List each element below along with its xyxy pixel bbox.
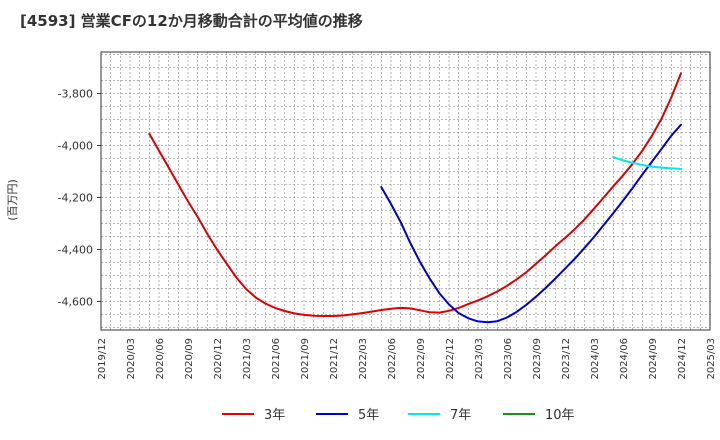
series-line-3年 bbox=[148, 72, 682, 317]
x-tick-label: 2020/09 bbox=[184, 338, 195, 380]
series-line-5年 bbox=[380, 123, 682, 324]
x-tick-label: 2023/06 bbox=[503, 338, 514, 380]
x-tick-label: 2020/06 bbox=[155, 338, 166, 380]
x-tick-label: 2023/09 bbox=[532, 338, 543, 380]
chart-title: [4593] 営業CFの12か月移動合計の平均値の推移 bbox=[20, 12, 363, 30]
legend-label: 7年 bbox=[450, 408, 471, 423]
x-tick-label: 2020/12 bbox=[213, 338, 224, 380]
x-tick-label: 2024/03 bbox=[590, 338, 601, 380]
x-tick-label: 2019/12 bbox=[97, 338, 108, 380]
series-layer bbox=[148, 72, 682, 324]
y-tick-label: -4,600 bbox=[58, 295, 93, 308]
legend: 3年 5年 7年 10年 bbox=[222, 408, 575, 423]
plot-frame bbox=[100, 51, 711, 331]
y-tick-label: -4,000 bbox=[58, 140, 93, 153]
y-tick-label: -3,800 bbox=[58, 88, 93, 101]
x-tick-label: 2021/06 bbox=[271, 338, 282, 380]
x-tick-label: 2022/09 bbox=[416, 338, 427, 380]
x-tick-label: 2021/12 bbox=[329, 338, 340, 380]
x-tick-label: 2021/03 bbox=[242, 338, 253, 380]
grid-layer bbox=[101, 52, 710, 330]
y-axis-label: (百万円) bbox=[6, 179, 19, 221]
x-tick-label: 2022/06 bbox=[387, 338, 398, 380]
y-tick-label: -4,200 bbox=[58, 191, 93, 204]
x-tick-label: 2021/09 bbox=[300, 338, 311, 380]
x-tick-label: 2024/12 bbox=[677, 338, 688, 380]
y-tick-label: -4,400 bbox=[58, 243, 93, 256]
legend-label: 3年 bbox=[264, 408, 285, 423]
legend-label: 10年 bbox=[545, 408, 575, 423]
x-tick-label: 2023/03 bbox=[474, 338, 485, 380]
x-tick-labels: 2019/12 2020/03 2020/06 2020/09 2020/12 2021/… bbox=[97, 338, 717, 380]
y-tick-labels: -3,800 -4,000 -4,200 -4,400 -4,600 bbox=[58, 88, 101, 308]
x-tick-label: 2022/12 bbox=[445, 338, 456, 380]
series-line-7年 bbox=[612, 156, 682, 170]
x-tick-label: 2024/09 bbox=[648, 338, 659, 380]
x-tick-label: 2022/03 bbox=[358, 338, 369, 380]
x-tick-label: 2025/03 bbox=[706, 338, 717, 380]
x-tick-label: 2023/12 bbox=[561, 338, 572, 380]
legend-label: 5年 bbox=[358, 408, 379, 423]
x-tick-label: 2024/06 bbox=[619, 338, 630, 380]
x-tick-label: 2020/03 bbox=[126, 338, 137, 380]
